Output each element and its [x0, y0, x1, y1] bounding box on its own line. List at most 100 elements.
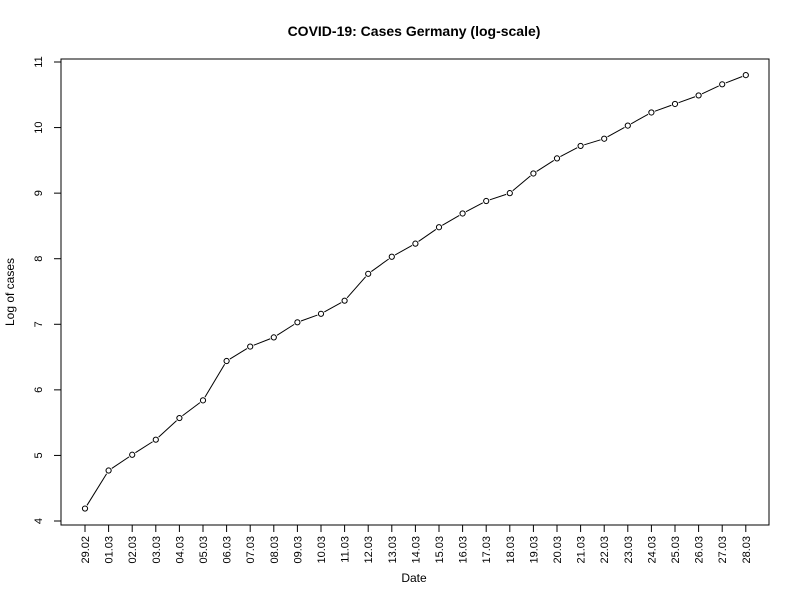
y-tick-label: 7 [33, 321, 45, 327]
x-tick-label: 29.02 [80, 536, 92, 564]
x-tick-label: 24.03 [646, 536, 658, 564]
x-tick-label: 13.03 [387, 536, 399, 564]
data-point [176, 414, 183, 422]
y-tick-label: 11 [33, 56, 45, 67]
data-point [270, 334, 277, 341]
data-point [435, 224, 443, 231]
x-tick-label: 18.03 [505, 536, 517, 564]
series-line-segment [204, 364, 226, 398]
x-tick-label: 01.03 [104, 536, 116, 564]
x-tick-label: 20.03 [552, 536, 564, 564]
x-axis: 29.02 01.03 02.03 03.03 04.03 05.03 06.03 07.03… [80, 524, 753, 564]
data-point [365, 270, 372, 277]
data-point [317, 310, 325, 317]
y-tick-label: 6 [33, 387, 45, 393]
data-point [199, 397, 207, 404]
data-point [530, 170, 537, 177]
data-point [105, 467, 112, 474]
series-line-segment [418, 228, 437, 242]
data-point [553, 155, 561, 162]
x-tick-label: 21.03 [576, 536, 588, 564]
x-tick-label: 09.03 [292, 536, 304, 564]
x-tick-label: 07.03 [245, 536, 257, 564]
data-point [294, 319, 301, 326]
data-point [506, 190, 513, 197]
data-point [152, 436, 159, 443]
x-tick-label: 23.03 [623, 536, 635, 564]
data-point [601, 135, 608, 142]
series-line-segment [536, 160, 555, 172]
series-line-segment [324, 302, 342, 313]
series-line-segment [394, 245, 413, 256]
data-point [671, 100, 679, 108]
series-layer [81, 72, 749, 512]
series-line-segment [253, 338, 271, 346]
data-point [223, 357, 230, 365]
data-point [742, 72, 749, 79]
data-point [648, 109, 655, 116]
series-line-segment [725, 76, 743, 84]
x-tick-label: 26.03 [694, 536, 706, 564]
y-tick-label: 9 [33, 190, 45, 196]
data-point [81, 505, 89, 512]
y-axis: 4 5 6 7 8 9 10 11 [33, 56, 62, 524]
y-axis-title: Log of cases [3, 258, 17, 326]
data-point [577, 142, 584, 150]
x-tick-label: 11.03 [340, 536, 352, 563]
series-line-segment [300, 314, 318, 322]
y-tick-label: 10 [33, 121, 45, 133]
x-tick-label: 27.03 [717, 536, 729, 564]
x-tick-label: 19.03 [528, 536, 540, 564]
x-tick-label: 08.03 [269, 536, 281, 564]
series-line-segment [182, 402, 201, 417]
data-point [247, 343, 254, 350]
series-line-segment [560, 147, 578, 158]
series-line-segment [346, 276, 367, 299]
series-line-segment [111, 456, 130, 469]
x-tick-label: 05.03 [198, 536, 210, 564]
series-line-segment [135, 441, 153, 454]
x-tick-label: 22.03 [599, 536, 611, 564]
data-point [129, 451, 136, 458]
x-tick-label: 28.03 [741, 536, 753, 564]
series-line-segment [158, 420, 177, 438]
data-point [695, 92, 702, 99]
x-axis-title: Date [401, 571, 427, 585]
series-line-segment [607, 127, 625, 138]
series-line-segment [701, 85, 719, 95]
x-tick-label: 17.03 [481, 536, 493, 564]
y-tick-label: 8 [33, 256, 45, 262]
x-tick-label: 04.03 [174, 536, 186, 564]
x-tick-label: 12.03 [363, 536, 375, 564]
series-line-segment [276, 323, 295, 336]
data-point [412, 240, 419, 247]
series-line-segment [465, 202, 484, 213]
series-line-segment [678, 96, 696, 104]
series-line-segment [654, 104, 672, 112]
series-line-segment [512, 175, 531, 192]
y-tick-label: 4 [33, 518, 45, 524]
data-point [719, 81, 726, 88]
chart-title: COVID-19: Cases Germany (log-scale) [288, 23, 541, 39]
data-point [341, 297, 348, 304]
x-tick-label: 03.03 [151, 536, 163, 564]
x-tick-label: 15.03 [434, 536, 446, 564]
x-tick-label: 16.03 [458, 536, 470, 564]
data-point [459, 210, 466, 217]
series-line-segment [86, 473, 108, 506]
x-tick-label: 10.03 [316, 536, 328, 564]
x-tick-label: 14.03 [410, 536, 422, 564]
series-line-segment [442, 214, 460, 226]
series-line-segment [489, 193, 507, 201]
series-line-segment [229, 348, 248, 360]
plot-area-frame [60, 58, 770, 526]
data-point [388, 253, 395, 260]
series-line-segment [370, 258, 390, 272]
y-tick-label: 5 [33, 452, 45, 458]
x-tick-label: 02.03 [127, 536, 139, 564]
data-point [624, 122, 631, 129]
series-line-segment [630, 113, 649, 125]
data-point [483, 197, 490, 205]
series-line-segment [584, 139, 601, 146]
